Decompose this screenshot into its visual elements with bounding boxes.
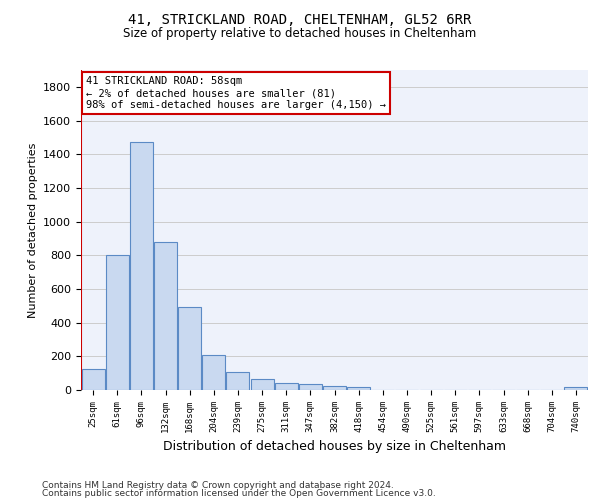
Bar — [251, 379, 274, 390]
Text: 41, STRICKLAND ROAD, CHELTENHAM, GL52 6RR: 41, STRICKLAND ROAD, CHELTENHAM, GL52 6R… — [128, 12, 472, 26]
Text: Size of property relative to detached houses in Cheltenham: Size of property relative to detached ho… — [124, 28, 476, 40]
Bar — [275, 384, 298, 390]
Bar — [106, 256, 128, 390]
Bar — [323, 386, 346, 390]
Bar — [226, 372, 250, 390]
Bar — [202, 356, 225, 390]
Bar — [178, 308, 201, 390]
Bar — [299, 384, 322, 390]
Y-axis label: Number of detached properties: Number of detached properties — [28, 142, 38, 318]
X-axis label: Distribution of detached houses by size in Cheltenham: Distribution of detached houses by size … — [163, 440, 506, 454]
Text: Contains HM Land Registry data © Crown copyright and database right 2024.: Contains HM Land Registry data © Crown c… — [42, 480, 394, 490]
Bar — [565, 386, 587, 390]
Bar — [347, 386, 370, 390]
Text: Contains public sector information licensed under the Open Government Licence v3: Contains public sector information licen… — [42, 489, 436, 498]
Bar — [130, 142, 153, 390]
Bar — [154, 242, 177, 390]
Text: 41 STRICKLAND ROAD: 58sqm
← 2% of detached houses are smaller (81)
98% of semi-d: 41 STRICKLAND ROAD: 58sqm ← 2% of detach… — [86, 76, 386, 110]
Bar — [82, 369, 104, 390]
